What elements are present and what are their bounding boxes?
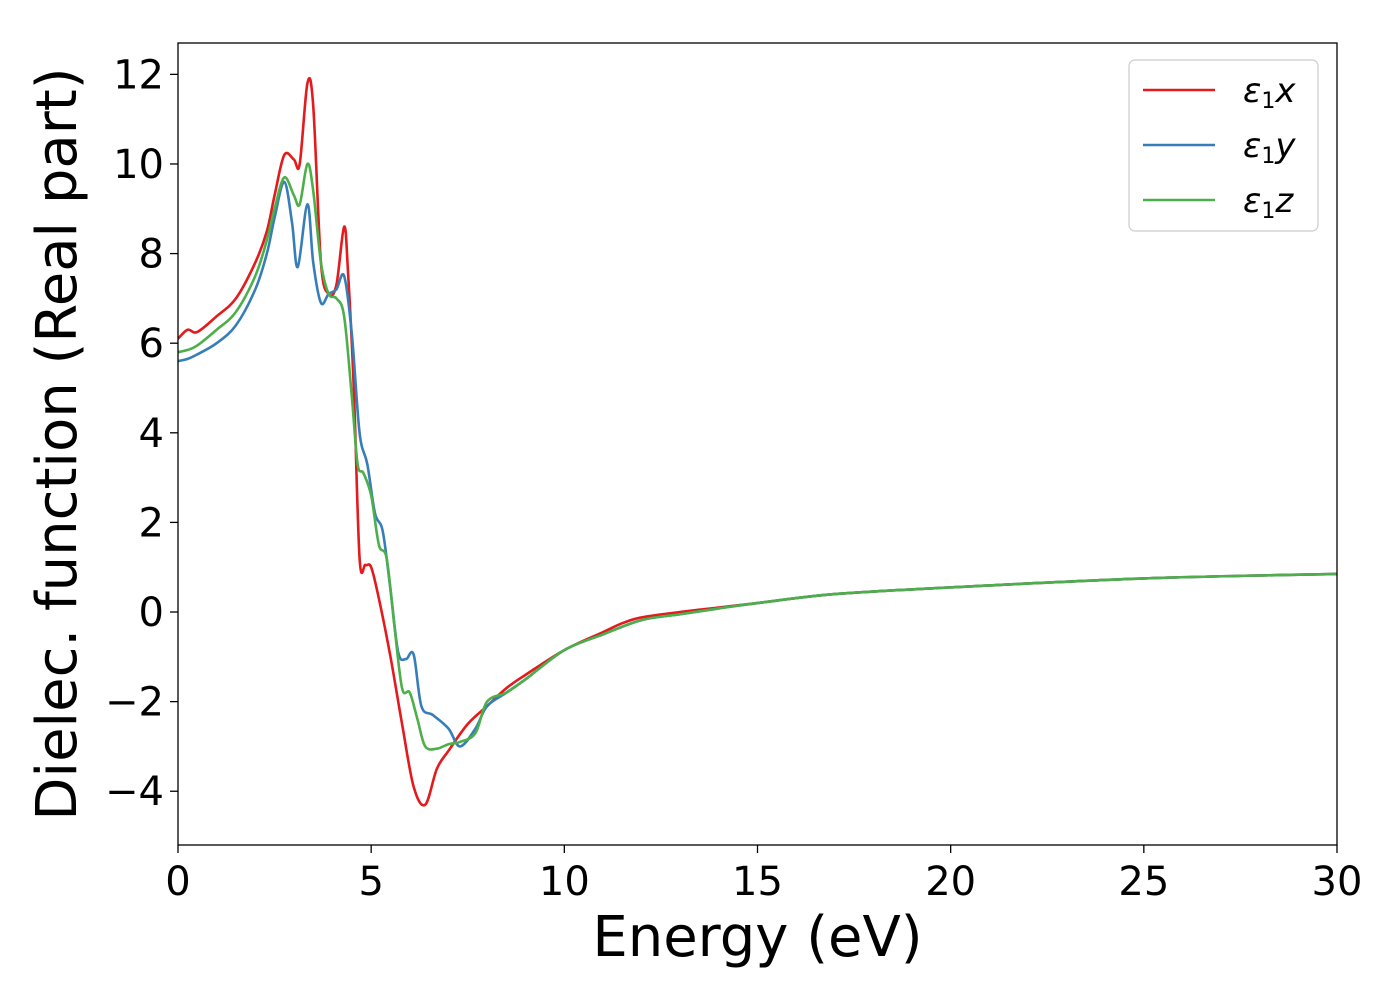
x-tick-label: 5 bbox=[358, 859, 383, 905]
axes: 0 5 10 15 20 25 30 −4 −2 0 2 4 6 8 10 12 bbox=[105, 42, 1363, 905]
y-tick-label: −4 bbox=[105, 769, 164, 815]
legend-label-x: ε1x bbox=[1243, 71, 1296, 114]
series-line-x bbox=[178, 76, 1337, 807]
series-line-z bbox=[178, 162, 1337, 751]
plot-area bbox=[178, 76, 1337, 807]
x-tick-label: 10 bbox=[539, 859, 590, 905]
series-line-y bbox=[178, 180, 1337, 748]
legend-label-y: ε1y bbox=[1243, 126, 1296, 169]
y-tick-label: 10 bbox=[113, 142, 164, 188]
y-axis-label: Dielec. function (Real part) bbox=[25, 67, 90, 820]
legend-box bbox=[1128, 59, 1319, 232]
y-tick-label: 8 bbox=[139, 232, 164, 278]
x-tick-label: 20 bbox=[925, 859, 976, 905]
x-tick-label: 15 bbox=[732, 859, 783, 905]
legend-label-z: ε1z bbox=[1243, 181, 1294, 224]
x-axis-label: Energy (eV) bbox=[592, 905, 922, 970]
y-tick-label: 0 bbox=[139, 590, 164, 636]
x-tick-label: 25 bbox=[1118, 859, 1169, 905]
y-tick-label: 12 bbox=[113, 52, 164, 98]
x-tick-label: 0 bbox=[165, 859, 190, 905]
y-tick-label: −2 bbox=[105, 680, 164, 726]
y-tick-label: 4 bbox=[139, 411, 164, 457]
x-tick-label: 30 bbox=[1312, 859, 1363, 905]
y-tick-label: 2 bbox=[139, 500, 164, 546]
legend: ε1x ε1y ε1z bbox=[1128, 59, 1319, 232]
y-tick-label: 6 bbox=[139, 321, 164, 367]
